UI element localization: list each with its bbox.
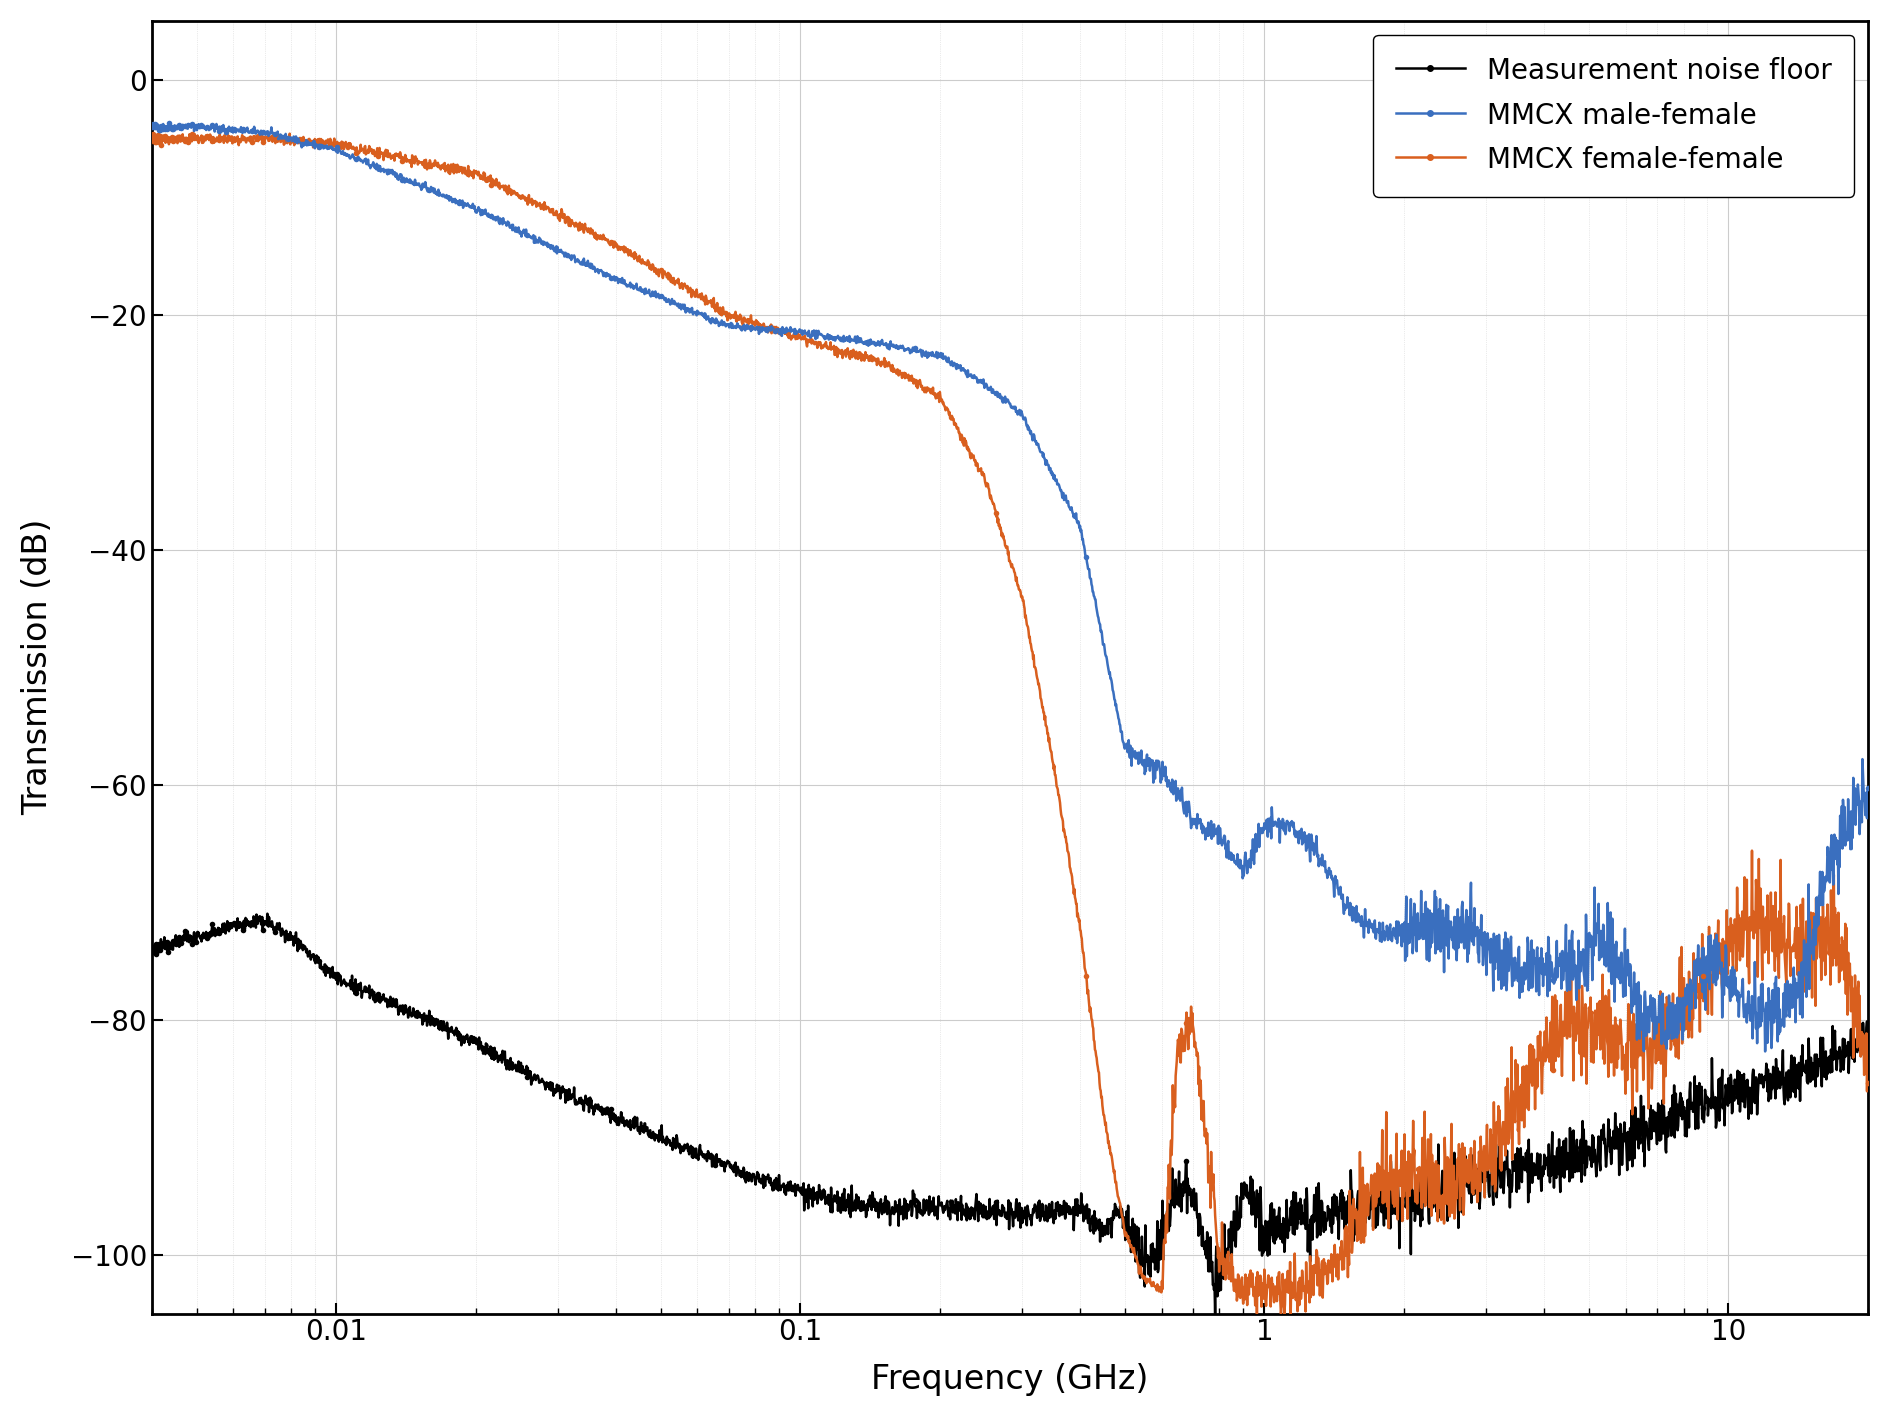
X-axis label: Frequency (GHz): Frequency (GHz) xyxy=(871,1363,1149,1396)
Y-axis label: Transmission (dB): Transmission (dB) xyxy=(21,519,53,815)
Legend: Measurement noise floor, MMCX male-female, MMCX female-female: Measurement noise floor, MMCX male-femal… xyxy=(1373,35,1855,197)
